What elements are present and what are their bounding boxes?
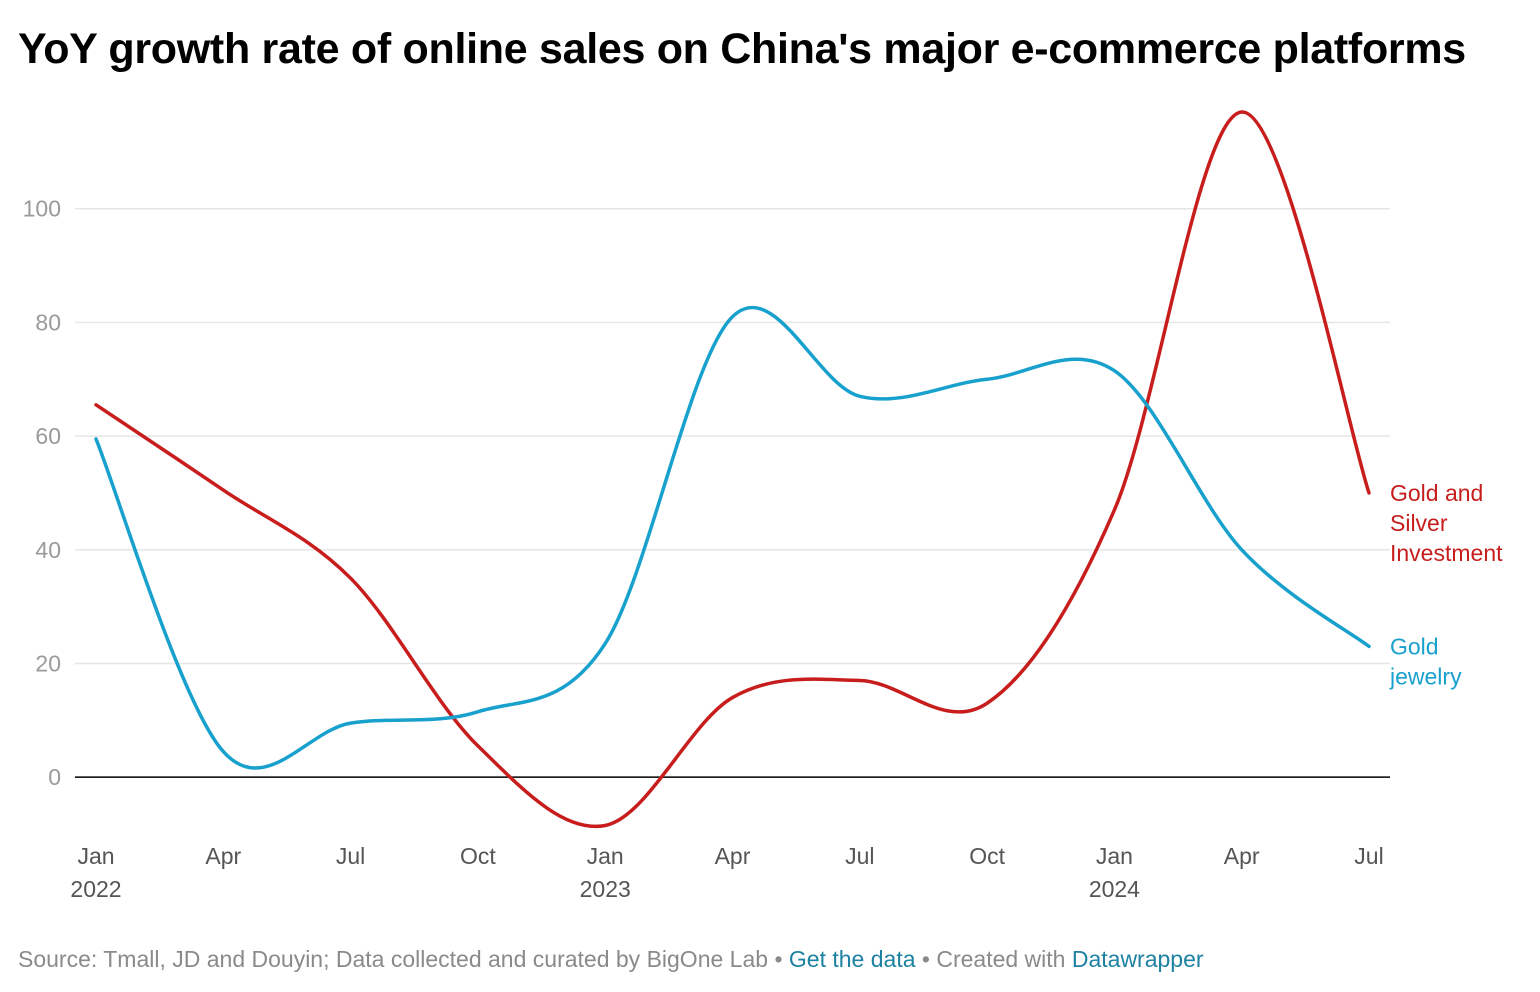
x-tick-label: Apr [1224, 843, 1260, 869]
y-tick-label: 60 [35, 423, 61, 449]
get-the-data-link[interactable]: Get the data [788, 946, 916, 972]
x-tick-label: Jan [1096, 843, 1133, 869]
x-tick-label: Jul [336, 843, 365, 869]
datawrapper-link[interactable]: Datawrapper [1071, 946, 1204, 972]
chart-title: YoY growth rate of online sales on China… [18, 25, 1466, 73]
series-line-gold-silver-investment [94, 110, 1371, 829]
x-tick-label: Oct [460, 843, 496, 869]
series-label: Gold [1390, 633, 1439, 659]
series-labels: Gold and Silver Investment Gold jewelry [1389, 480, 1503, 689]
source-note: Source: Tmall, JD and Douyin; Data colle… [18, 946, 769, 972]
created-with-text: Created with [936, 946, 1072, 972]
x-tick-label: Jan [77, 843, 114, 869]
x-tick-label: Apr [715, 843, 751, 869]
x-tick-label: Jan [587, 843, 624, 869]
series-line-gold-jewelry [94, 305, 1371, 770]
series-label: jewelry [1389, 663, 1462, 689]
x-tick-year-label: 2024 [1089, 876, 1140, 902]
footer-separator: • [768, 946, 789, 972]
x-tick-label: Oct [969, 843, 1005, 869]
series-label: Investment [1390, 540, 1503, 566]
x-tick-year-label: 2023 [580, 876, 631, 902]
footer-separator: • [915, 946, 937, 972]
footer: Source: Tmall, JD and Douyin; Data colle… [18, 946, 1204, 973]
y-tick-label: 40 [35, 537, 61, 563]
x-axis: Jan 2022 Apr Jul Oct Jan 2023 Apr Jul Oct Jan 2024 A… [70, 843, 1383, 902]
y-tick-label: 80 [35, 309, 61, 335]
series-label: Gold and [1390, 480, 1483, 506]
x-tick-label: Jul [845, 843, 874, 869]
x-tick-label: Apr [205, 843, 241, 869]
x-tick-label: Jul [1354, 843, 1383, 869]
series-lines [94, 110, 1371, 829]
gridlines [75, 207, 1390, 778]
y-tick-label: 100 [23, 196, 61, 222]
y-tick-label: 20 [35, 650, 61, 676]
x-tick-year-label: 2022 [70, 876, 121, 902]
y-tick-label: 0 [48, 764, 61, 790]
y-axis: 0 20 40 60 80 100 [23, 196, 61, 790]
series-label: Silver [1390, 510, 1448, 536]
